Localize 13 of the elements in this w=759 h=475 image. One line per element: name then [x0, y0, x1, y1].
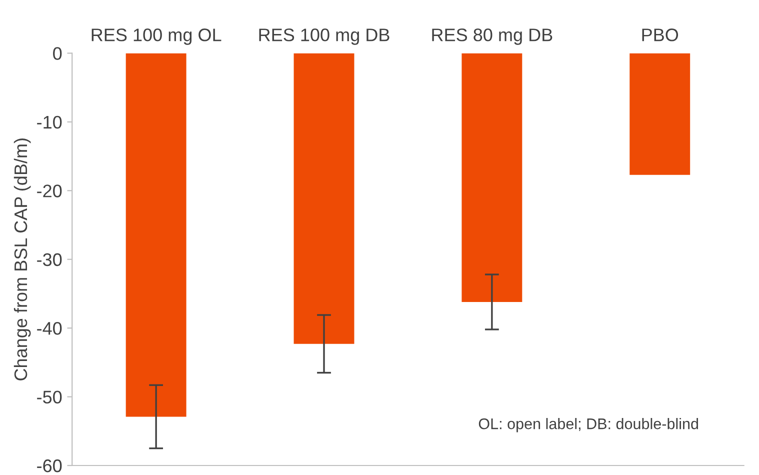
annotation: OL: open label; DB: double-blind [478, 418, 698, 432]
x-tick-label: PBO [642, 28, 678, 42]
y-axis-title: Change from BSL CAP (dB/m) [14, 138, 31, 380]
y-tick-label: 0 [53, 47, 62, 60]
x-tick-label: RES 100 mg OL [92, 28, 222, 45]
y-tick-label: -10 [37, 116, 62, 129]
y-tick-label: -20 [37, 184, 62, 198]
x-tick-label: RES 80 mg DB [432, 28, 552, 45]
y-tick-label: -40 [37, 322, 62, 335]
y-tick-label: -30 [37, 253, 62, 266]
y-tick-label: -60 [37, 459, 62, 472]
x-tick-label: RES 100 mg DB [259, 28, 390, 45]
y-tick-label: -50 [37, 390, 62, 404]
